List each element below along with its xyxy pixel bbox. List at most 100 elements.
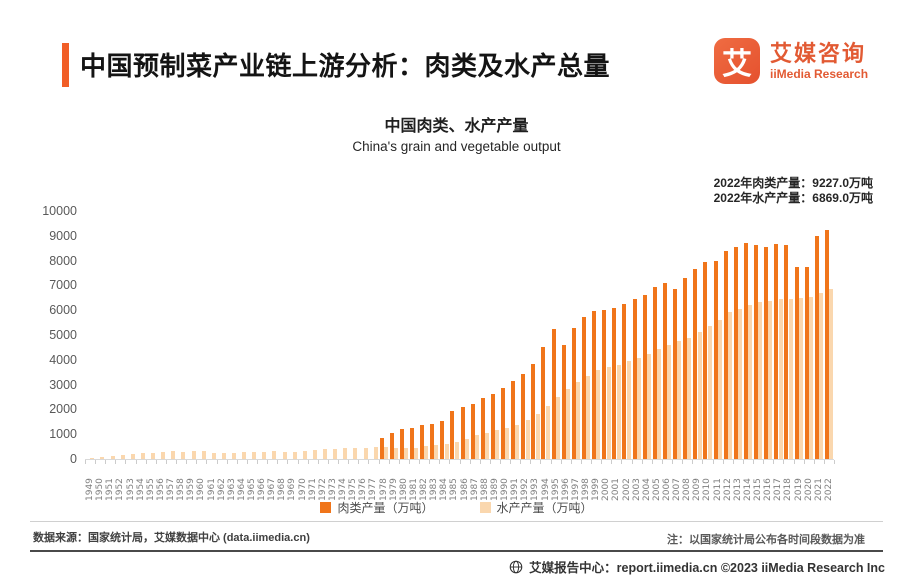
x-axis-tick (378, 460, 380, 464)
x-axis-tick (631, 460, 633, 464)
x-axis-label: 1999 (591, 478, 602, 501)
x-axis-tick (732, 460, 734, 464)
aquatic-bar (302, 451, 307, 459)
x-axis-tick (469, 460, 471, 464)
globe-icon (509, 560, 523, 573)
x-axis-tick (297, 460, 299, 464)
aquatic-bar (687, 337, 692, 459)
x-axis-tick (226, 460, 228, 464)
aquatic-bar (758, 301, 763, 459)
aquatic-bar (130, 454, 135, 459)
x-axis-label: 1957 (166, 478, 177, 501)
aquatic-bar (333, 449, 338, 459)
aquatic-bar (778, 299, 783, 459)
aquatic-bar (717, 320, 722, 459)
x-axis-label: 1956 (155, 478, 166, 501)
x-axis-label: 1955 (145, 478, 156, 501)
meat-bar (754, 245, 759, 459)
x-axis-label: 2017 (773, 478, 784, 501)
x-axis-label: 1987 (469, 478, 480, 501)
x-axis-label: 1951 (105, 478, 116, 501)
x-axis-tick (510, 460, 512, 464)
x-axis-label: 1954 (135, 478, 146, 501)
report-center-bar: 艾媒报告中心：report.iimedia.cn ©2023 iiMedia R… (509, 557, 885, 576)
meat-bar (784, 245, 789, 459)
meat-bar (409, 427, 414, 459)
x-axis-label: 1961 (206, 478, 217, 501)
x-axis-tick (85, 460, 86, 464)
meat-bar (794, 266, 799, 459)
x-axis-tick (358, 460, 360, 464)
meat-bar (673, 288, 678, 459)
page-title: 中国预制菜产业链上游分析：肉类及水产总量 (80, 51, 611, 81)
x-axis-label: 1962 (216, 478, 227, 501)
x-axis-label: 2015 (753, 478, 764, 501)
meat-bar (592, 311, 597, 459)
meat-bar (460, 406, 465, 459)
aquatic-bar (727, 312, 732, 459)
x-axis-label: 1982 (419, 478, 430, 501)
x-axis-label: 1967 (267, 478, 278, 501)
meat-bar (420, 425, 424, 459)
x-axis-tick (388, 460, 390, 464)
x-axis-tick (672, 460, 674, 464)
meat-bar (723, 251, 728, 459)
x-axis-tick (439, 460, 441, 464)
x-axis-tick (641, 460, 643, 464)
aquatic-bar (646, 353, 651, 459)
legend-swatch (479, 502, 491, 513)
x-axis-label: 2022 (823, 478, 834, 501)
x-axis-label: 2016 (763, 478, 774, 501)
x-axis-label: 2009 (692, 478, 703, 501)
x-axis-label: 1990 (500, 478, 511, 501)
aquatic-bar (505, 428, 510, 459)
x-axis-tick (742, 460, 744, 464)
aquatic-bar (788, 298, 793, 459)
x-axis-tick (702, 460, 704, 464)
aquatic-bar (120, 454, 125, 459)
meat-bar (774, 244, 779, 459)
x-axis-tick (165, 460, 167, 464)
x-axis-tick (550, 460, 552, 464)
x-axis-label: 1996 (560, 478, 571, 501)
x-axis-tick (540, 460, 542, 464)
aquatic-bar (829, 288, 834, 459)
x-axis-label: 1973 (327, 478, 338, 501)
meat-bar (399, 429, 404, 459)
x-axis-label: 2019 (793, 478, 804, 501)
y-axis-label: 6000 (49, 303, 77, 318)
x-axis-tick (530, 460, 532, 464)
aquatic-bar (586, 375, 591, 459)
legend-item: 肉类产量（万吨） (320, 499, 434, 516)
aquatic-bar (181, 452, 186, 459)
x-axis-tick (601, 460, 603, 464)
x-axis-tick (611, 460, 613, 464)
x-axis-tick (651, 460, 653, 464)
aquatic-bar (525, 420, 530, 459)
meat-bar (824, 230, 829, 459)
y-axis-label: 3000 (49, 377, 77, 392)
x-axis-label: 1964 (236, 478, 247, 501)
x-axis-label: 1969 (287, 478, 298, 501)
aquatic-bar (312, 450, 317, 459)
meat-bar (551, 328, 556, 459)
x-axis-tick (186, 460, 188, 464)
meat-bar (470, 404, 475, 459)
x-axis-tick (591, 460, 593, 464)
meat-bar (440, 420, 445, 459)
x-axis-label: 1980 (398, 478, 409, 501)
x-axis-tick (520, 460, 522, 464)
aquatic-bar (535, 413, 540, 459)
x-axis-label: 2005 (651, 478, 662, 501)
aquatic-bar (232, 452, 236, 459)
meat-bar (521, 373, 526, 459)
meat-bar (703, 262, 708, 459)
x-axis-label: 1993 (530, 478, 541, 501)
x-axis-tick (570, 460, 572, 464)
y-axis-label: 2000 (49, 402, 77, 417)
aquatic-bar (444, 443, 449, 459)
aquatic-bar (140, 453, 145, 459)
aquatic-bar (211, 453, 216, 459)
meat-bar (764, 247, 769, 459)
x-axis-label: 1972 (317, 478, 328, 501)
